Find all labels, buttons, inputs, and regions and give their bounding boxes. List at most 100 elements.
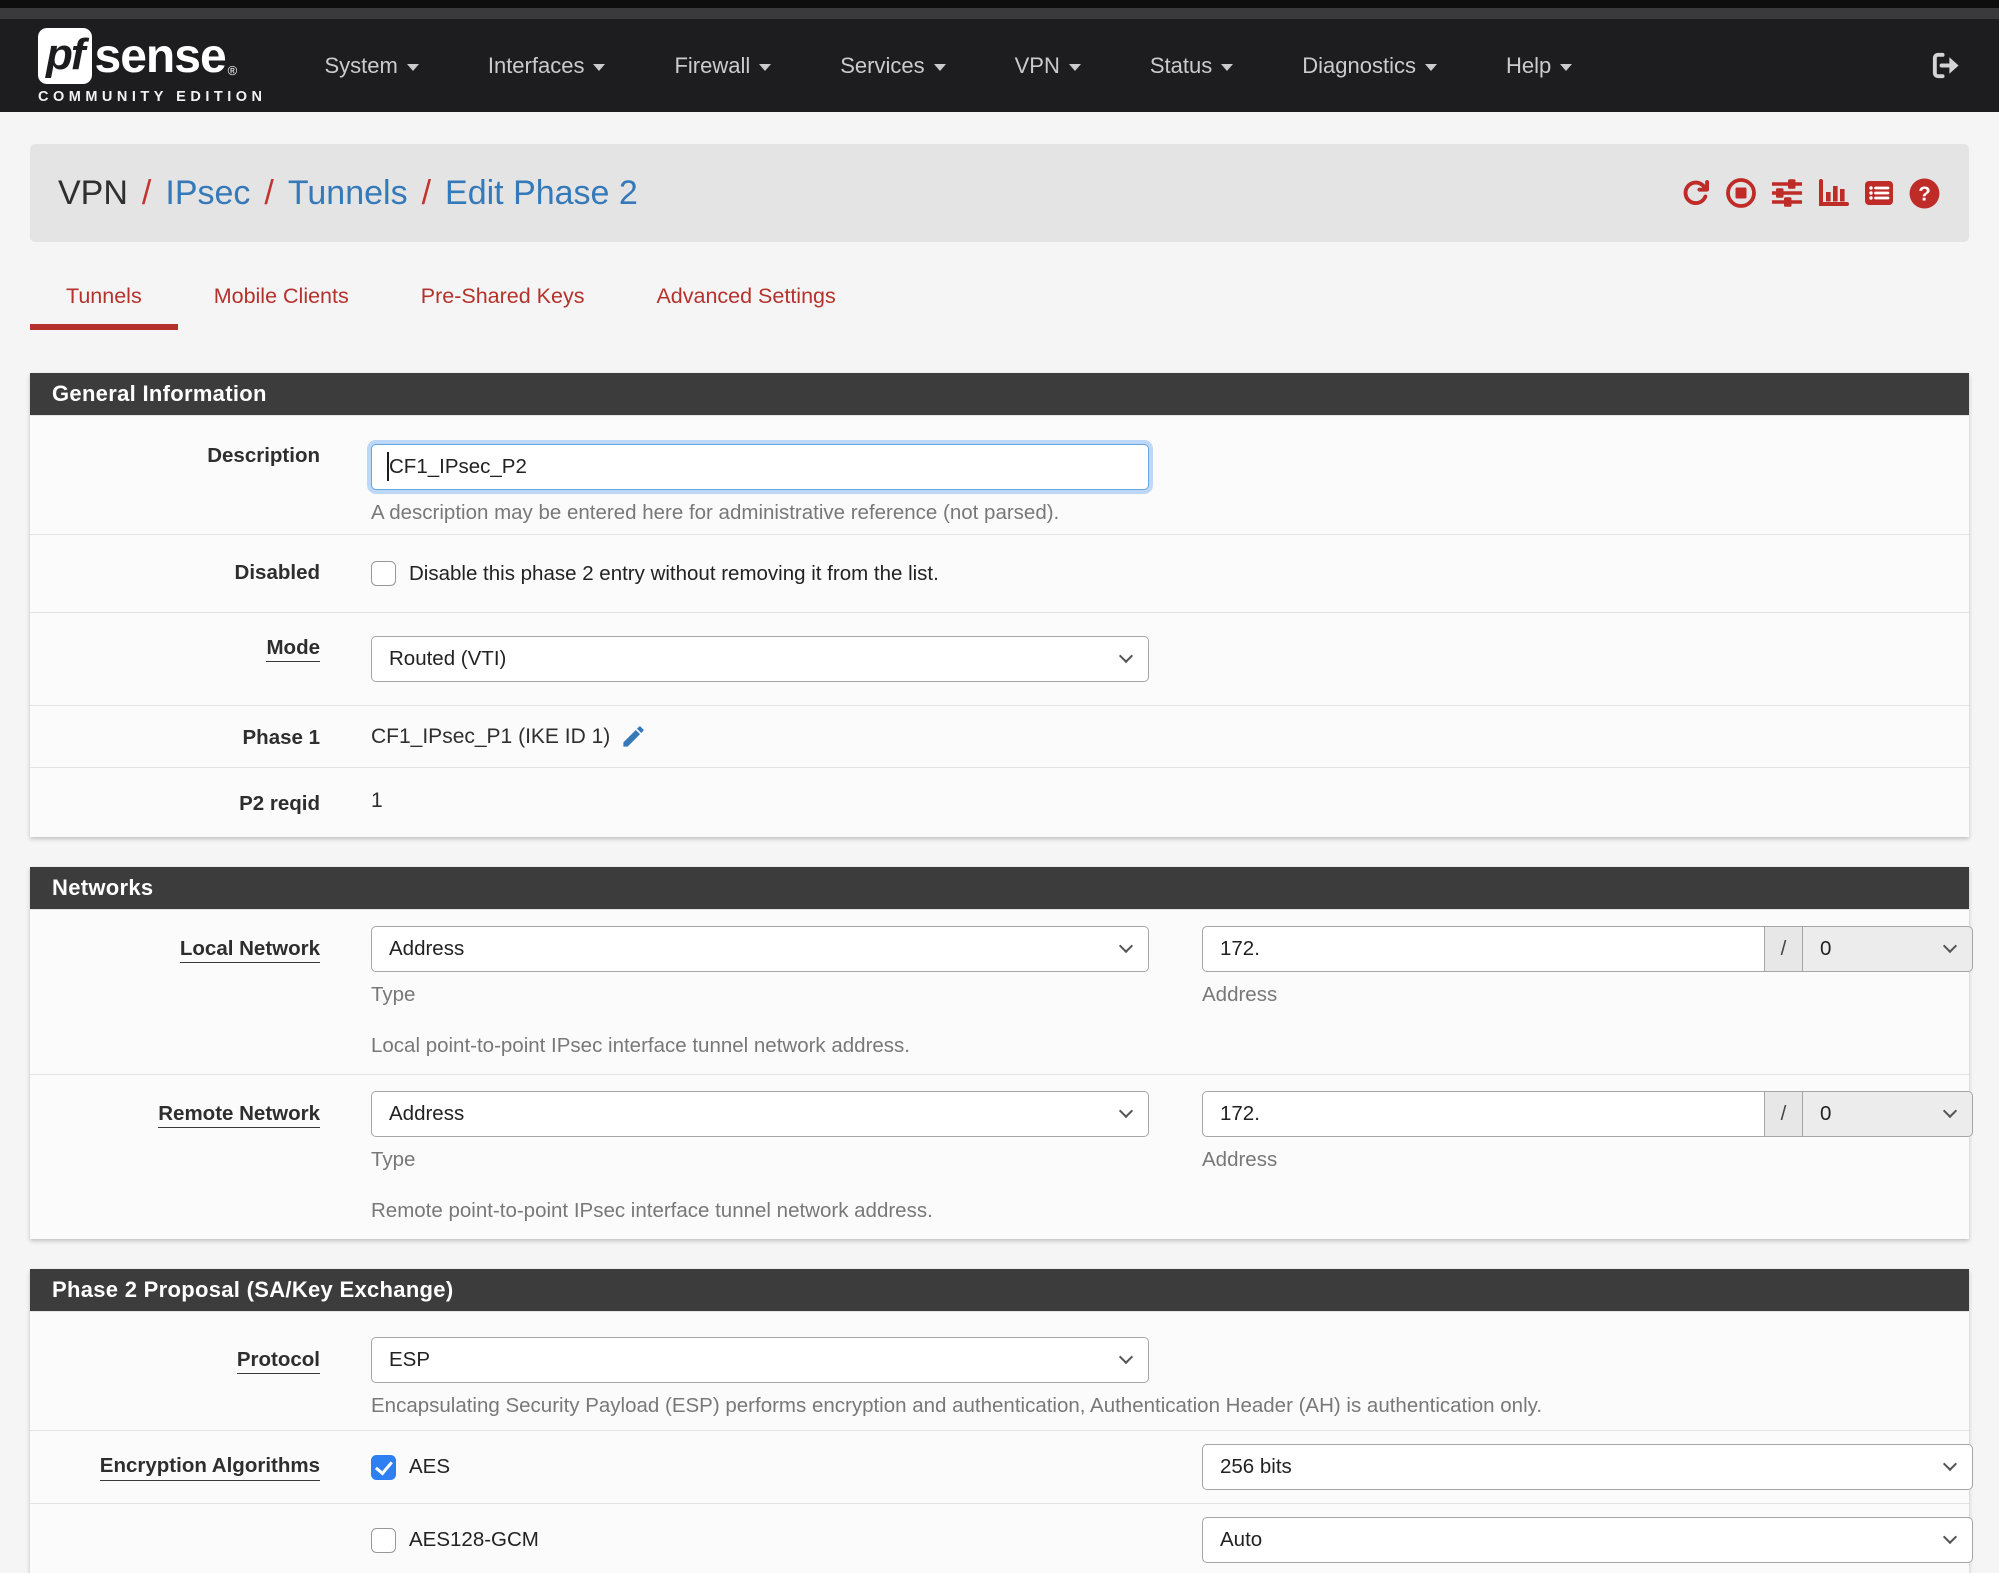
tab-advanced-settings[interactable]: Advanced Settings <box>656 284 836 308</box>
local-network-description: Local point-to-point IPsec interface tun… <box>371 1034 910 1057</box>
local-network-address-help: Address <box>1202 983 1278 1006</box>
aes128gcm-keylen-select[interactable]: Auto <box>1202 1517 1973 1563</box>
refresh-icon[interactable] <box>1678 177 1711 210</box>
tab-tunnels[interactable]: Tunnels <box>30 284 178 330</box>
bar-chart-icon[interactable] <box>1816 177 1849 210</box>
page-action-icons: ? <box>1678 177 1941 210</box>
pf-logo-text: pf <box>46 30 86 79</box>
pfsense-logo[interactable]: pf sense ® COMMUNITY EDITION <box>38 28 266 105</box>
phase1-value: CF1_IPsec_P1 (IKE ID 1) <box>371 724 611 748</box>
local-network-type-value: Address <box>389 937 465 960</box>
sign-out-icon[interactable] <box>1930 50 1961 81</box>
edit-pencil-icon[interactable] <box>620 723 647 750</box>
aes-label: AES <box>409 1455 451 1478</box>
sliders-icon[interactable] <box>1770 177 1803 210</box>
mode-select[interactable]: Routed (VTI) <box>371 636 1149 682</box>
tab-mobile-clients[interactable]: Mobile Clients <box>213 284 349 308</box>
protocol-selected-value: ESP <box>389 1348 431 1371</box>
remote-network-type-help: Type <box>371 1148 416 1171</box>
chevron-down-icon <box>406 63 419 71</box>
chevron-down-icon <box>759 63 772 71</box>
chevron-down-icon <box>933 63 946 71</box>
help-icon[interactable]: ? <box>1908 177 1941 210</box>
chevron-down-icon <box>1221 63 1234 71</box>
svg-text:?: ? <box>1918 182 1931 205</box>
description-row: Description A description may be entered… <box>30 415 1969 534</box>
disabled-row: Disabled Disable this phase 2 entry with… <box>30 534 1969 612</box>
menu-services[interactable]: Services <box>840 53 946 79</box>
phase2-proposal-panel: Phase 2 Proposal (SA/Key Exchange) Proto… <box>30 1269 1973 1573</box>
phase1-label: Phase 1 <box>242 726 321 749</box>
protocol-row: Protocol ESP Encapsulating Security Payl… <box>30 1311 1969 1430</box>
aes128gcm-checkbox[interactable] <box>371 1527 396 1553</box>
pf-logo-box: pf <box>38 28 92 84</box>
menu-vpn[interactable]: VPN <box>1015 53 1081 79</box>
registered-mark: ® <box>227 63 238 78</box>
mode-row: Mode Routed (VTI) <box>30 612 1969 705</box>
breadcrumb: VPN / IPsec / Tunnels / Edit Phase 2 <box>58 174 638 213</box>
local-network-type-help: Type <box>371 983 416 1006</box>
protocol-label: Protocol <box>30 1337 341 1419</box>
protocol-select[interactable]: ESP <box>371 1337 1149 1383</box>
local-network-type-select[interactable]: Address <box>371 926 1149 972</box>
top-navbar: pf sense ® COMMUNITY EDITION System Inte… <box>0 0 1999 112</box>
breadcrumb-separator: / <box>421 173 432 212</box>
p2-reqid-label: P2 reqid <box>239 792 320 815</box>
remote-network-row: Remote Network Address Type / 0 <box>30 1074 1973 1239</box>
chevron-down-icon <box>1560 63 1573 71</box>
aes-keylen-select[interactable]: 256 bits <box>1202 1444 1973 1490</box>
menu-firewall[interactable]: Firewall <box>674 53 772 79</box>
breadcrumb-root: VPN <box>58 173 128 212</box>
chevron-down-icon <box>1942 1103 1958 1119</box>
local-network-mask-select[interactable]: 0 <box>1803 926 1973 972</box>
aes128gcm-keylen-value: Auto <box>1220 1528 1263 1551</box>
chevron-down-icon <box>1068 63 1081 71</box>
remote-network-type-select[interactable]: Address <box>371 1091 1149 1137</box>
chevron-down-icon <box>1424 63 1437 71</box>
breadcrumb-separator: / <box>264 173 274 212</box>
p2-reqid-row: P2 reqid 1 <box>30 767 1969 837</box>
remote-network-address-help: Address <box>1202 1148 1278 1171</box>
chevron-down-icon <box>1942 1529 1958 1545</box>
window-top-strip <box>0 0 1999 8</box>
stop-circle-icon[interactable] <box>1724 177 1757 210</box>
list-icon[interactable] <box>1862 177 1895 210</box>
address-mask-separator: / <box>1765 926 1803 972</box>
menu-system[interactable]: System <box>324 53 419 79</box>
tab-pre-shared-keys[interactable]: Pre-Shared Keys <box>420 284 585 308</box>
breadcrumb-link-tunnels[interactable]: Tunnels <box>287 173 408 212</box>
ipsec-tabs: Tunnels Mobile Clients Pre-Shared Keys A… <box>30 284 1969 330</box>
section-title-networks: Networks <box>30 867 1969 909</box>
menu-diagnostics[interactable]: Diagnostics <box>1302 53 1437 79</box>
chevron-down-icon <box>1118 938 1134 954</box>
text-cursor <box>387 452 389 481</box>
chevron-down-icon <box>1942 938 1958 954</box>
disabled-checkbox[interactable] <box>371 561 396 586</box>
menu-help[interactable]: Help <box>1506 53 1573 79</box>
breadcrumb-panel: VPN / IPsec / Tunnels / Edit Phase 2 ? <box>30 144 1969 242</box>
aes128gcm-label: AES128-GCM <box>409 1528 539 1551</box>
menu-interfaces[interactable]: Interfaces <box>488 53 606 79</box>
logo-subtitle: COMMUNITY EDITION <box>38 89 267 105</box>
local-network-address-input[interactable] <box>1202 926 1765 972</box>
sense-logo-text: sense <box>94 29 227 83</box>
menu-status[interactable]: Status <box>1150 53 1234 79</box>
breadcrumb-link-edit-phase2[interactable]: Edit Phase 2 <box>445 173 638 212</box>
description-input[interactable] <box>371 444 1149 490</box>
disabled-option-label: Disable this phase 2 entry without remov… <box>409 561 939 585</box>
p2-reqid-value: 1 <box>371 789 383 812</box>
remote-network-mask-select[interactable]: 0 <box>1803 1091 1973 1137</box>
chevron-down-icon <box>593 63 606 71</box>
breadcrumb-link-ipsec[interactable]: IPsec <box>165 173 251 212</box>
chevron-down-icon <box>1118 648 1134 664</box>
chevron-down-icon <box>1118 1103 1134 1119</box>
general-information-panel: General Information Description A descri… <box>30 373 1969 837</box>
section-title-general: General Information <box>30 373 1969 415</box>
remote-network-address-input[interactable] <box>1202 1091 1765 1137</box>
chevron-down-icon <box>1942 1456 1958 1472</box>
remote-network-mask-value: 0 <box>1820 1102 1832 1125</box>
remote-network-label: Remote Network <box>30 1091 341 1224</box>
remote-network-type-value: Address <box>389 1102 465 1125</box>
aes-checkbox[interactable] <box>371 1454 396 1480</box>
chevron-down-icon <box>1118 1349 1134 1365</box>
